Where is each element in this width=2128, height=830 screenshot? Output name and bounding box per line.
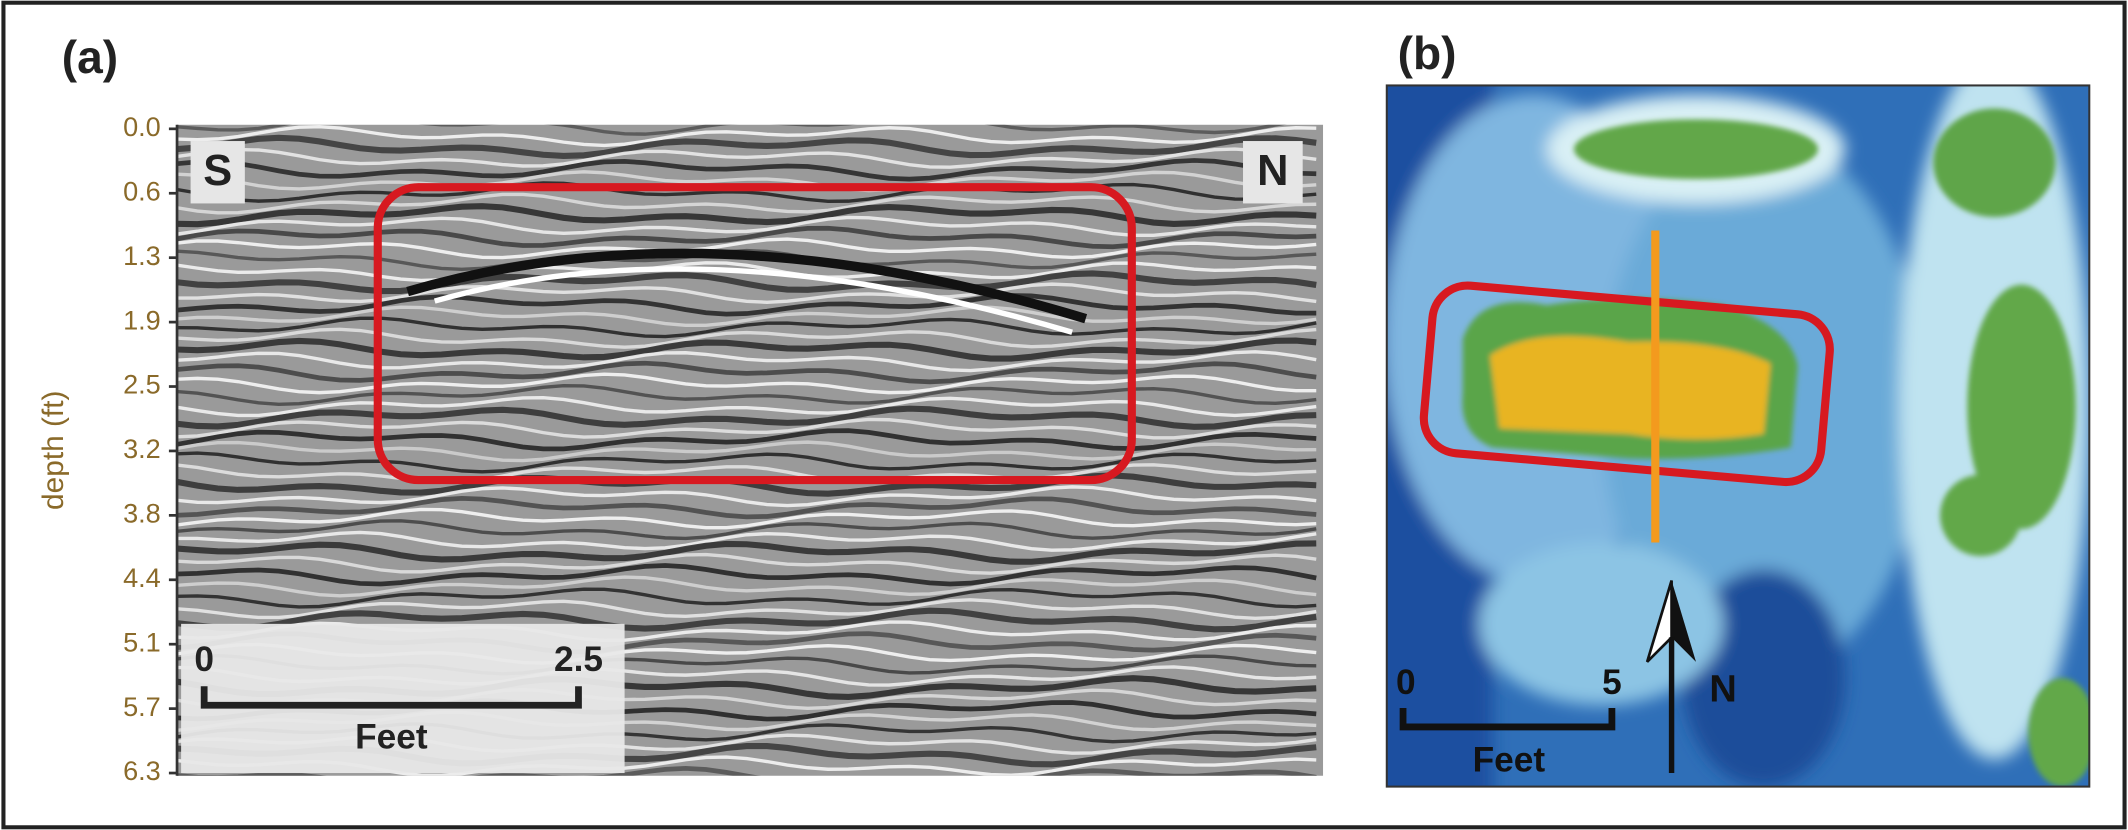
radargram-stripe [177, 181, 1317, 203]
depth-tick-label: 3.2 [123, 433, 161, 464]
radargram-stripe [177, 496, 1317, 520]
radargram-stripe [177, 766, 1317, 776]
radargram-stripe [177, 540, 1317, 565]
radargram-stripe [177, 607, 1317, 633]
radargram-stripe [177, 552, 1317, 575]
scale-end: 5 [1602, 663, 1622, 702]
radargram-stripe [177, 507, 1317, 530]
north-arrow [1671, 580, 1696, 662]
radargram-stripe [177, 203, 1317, 228]
highlight-box [1419, 281, 1834, 487]
radargram-stripe [177, 134, 1317, 160]
radargram-stripe [177, 350, 1317, 373]
depth-tick-label: 0.0 [123, 111, 161, 142]
radargram-stripe [177, 598, 1317, 620]
radargram-stripe [177, 327, 1317, 349]
radargram-stripe [177, 270, 1317, 295]
depth-ticks: 0.0 0.6 1.3 1.9 2.5 3.2 3.8 4.4 5.1 5.7 6.3 [123, 111, 178, 786]
radargram-stripe [177, 225, 1317, 250]
radargram-stripe [177, 124, 1317, 148]
panel-label: (a) [62, 31, 118, 83]
radargram-stripe [177, 384, 1317, 406]
map-border [1385, 84, 2091, 788]
depth-tick-label: 1.3 [123, 240, 161, 271]
reflector [433, 266, 1073, 335]
radargram-stripe [177, 575, 1317, 598]
radargram-stripe [177, 215, 1317, 237]
depth-tick-label: 0.6 [123, 175, 161, 206]
depth-tick-label: 5.7 [123, 691, 161, 722]
radargram-stripe [177, 170, 1317, 193]
radargram-stripe [177, 316, 1317, 339]
scale-start: 0 [1396, 663, 1416, 702]
radargram-stripe [177, 305, 1317, 328]
radargram-stripe [177, 192, 1317, 215]
highlight-box [373, 183, 1136, 485]
scale-bar [1399, 707, 1616, 731]
radargram-stripe [177, 417, 1317, 440]
radargram-texture [177, 124, 1317, 776]
radargram-stripe [177, 563, 1317, 587]
radargram-stripe [177, 261, 1317, 283]
direction-box [1243, 141, 1303, 204]
depth-tick-label: 5.1 [123, 626, 161, 657]
depth-tick-label: 2.5 [123, 369, 161, 400]
scale-unit: Feet [1473, 741, 1546, 780]
radargram-stripe [177, 337, 1317, 362]
map [1386, 85, 2090, 787]
axis-label: depth (ft) [37, 391, 70, 510]
depth-tick-label: 3.8 [123, 498, 161, 529]
radargram-stripe [177, 405, 1317, 430]
reflector [406, 248, 1088, 324]
radargram-stripe [177, 395, 1317, 418]
panel-label: (b) [1398, 27, 1457, 79]
radargram-stripe [177, 158, 1317, 182]
north-label: N [1709, 669, 1736, 711]
direction-box [190, 141, 245, 204]
radargram-stripe [177, 282, 1317, 304]
radargram-stripe [177, 293, 1317, 317]
radargram-stripe [177, 428, 1317, 452]
depth-tick-label: 4.4 [123, 562, 161, 593]
radargram-stripe [177, 360, 1317, 385]
radargram-stripe [177, 147, 1317, 169]
radargram-stripe [177, 237, 1317, 260]
scale-end: 2.5 [554, 640, 603, 679]
radargram-stripe [177, 124, 1286, 136]
scale-bar [200, 686, 582, 709]
radargram-stripe [177, 519, 1317, 541]
depth-tick-label: 1.9 [123, 304, 161, 335]
radargram-stripe [177, 530, 1317, 552]
radargram-stripe [177, 485, 1317, 508]
direction-label: N [1257, 147, 1288, 195]
scale-unit: Feet [355, 717, 428, 756]
scale-start: 0 [194, 640, 214, 679]
direction-label: S [203, 147, 232, 195]
radargram-stripe [177, 372, 1317, 395]
scale-bar-box [181, 623, 625, 774]
radargram-stripe [177, 587, 1317, 609]
depth-tick-label: 6.3 [123, 755, 161, 786]
